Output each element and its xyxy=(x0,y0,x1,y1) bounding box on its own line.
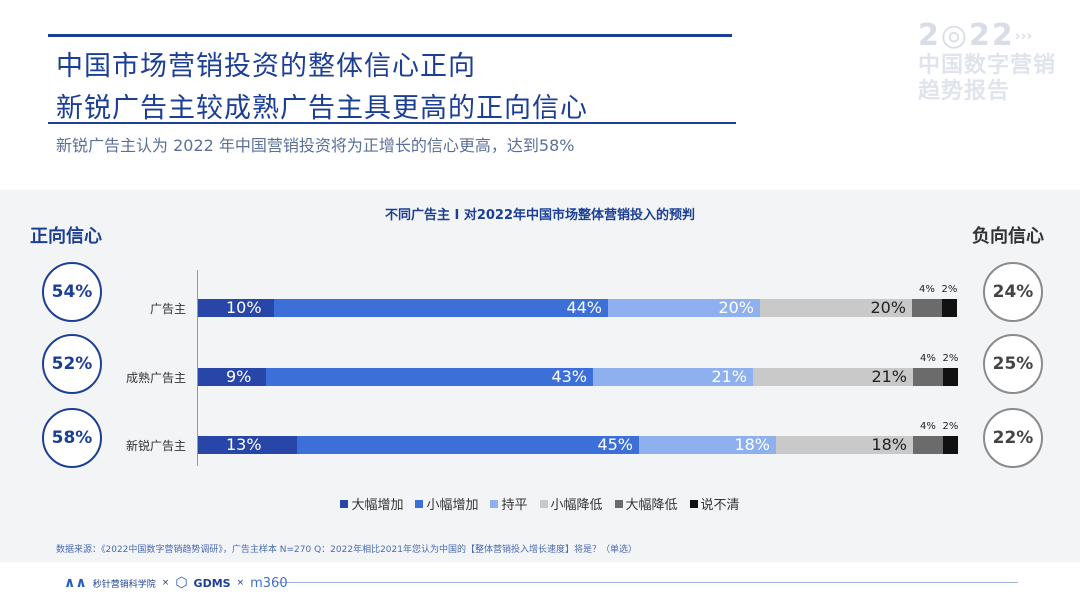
data-label: 21% xyxy=(711,367,747,386)
title-rule xyxy=(48,122,736,124)
legend-item: 小幅降低 xyxy=(539,494,603,513)
logo-m360-text: m360 xyxy=(250,575,288,591)
legend-item: 小幅增加 xyxy=(415,494,478,513)
data-label-small: 2% xyxy=(941,284,958,295)
logo-separator-1: × xyxy=(161,578,170,588)
legend-label: 持平 xyxy=(501,498,528,513)
negative-confidence-circle: 25% xyxy=(983,334,1043,394)
data-label: 20% xyxy=(870,298,906,317)
brand-line-1: 中国数字营销 xyxy=(917,53,1056,78)
brand-line-2: 趋势报告 xyxy=(917,79,1010,104)
data-source-note: 数据来源：《2022中国数字营销趋势调研》，广告主样本 N=270 Q：2022… xyxy=(56,545,637,555)
data-label: 20% xyxy=(718,298,754,317)
bar-row: 10% 44% 20% 20% xyxy=(198,299,958,317)
page-subtitle: 新锐广告主认为 2022 年中国营销投资将为正增长的信心更高，达到58% xyxy=(56,136,575,155)
legend-swatch xyxy=(689,499,698,508)
legend-item: 大幅降低 xyxy=(614,494,678,513)
data-label-small: 2% xyxy=(942,421,959,432)
data-label: 18% xyxy=(871,435,907,454)
bar-segment: 9% xyxy=(198,368,266,386)
legend-swatch xyxy=(415,499,424,508)
gdms-logo-icon: ⬡ xyxy=(175,575,188,591)
bar-row: 9% 43% 21% 21% xyxy=(198,368,958,386)
data-label: 13% xyxy=(226,435,262,454)
chart-axis-line xyxy=(197,270,198,466)
legend-label: 大幅降低 xyxy=(625,498,678,513)
brand-arrows-icon: ››› xyxy=(1014,28,1033,45)
negative-confidence-circle: 22% xyxy=(983,408,1043,468)
bar-segment: 21% xyxy=(593,368,753,386)
top-rule xyxy=(48,34,732,37)
chart-title: 不同广告主 I 对2022年中国市场整体营销投入的预判 xyxy=(384,208,696,223)
legend-item: 说不清 xyxy=(689,494,740,513)
legend-swatch xyxy=(340,499,349,508)
negative-confidence-title: 负向信心 xyxy=(972,226,1044,247)
positive-confidence-title: 正向信心 xyxy=(30,226,102,247)
bar-segment: 20% xyxy=(608,299,760,317)
bar-row: 13% 45% 18% 18% xyxy=(198,436,958,454)
positive-confidence-circle: 52% xyxy=(42,334,102,394)
logo-separator-2: × xyxy=(236,578,245,588)
positive-confidence-circle: 54% xyxy=(42,262,102,322)
bar-segment: 18% xyxy=(639,436,776,454)
page-title-line-1: 中国市场营销投资的整体信心正向 xyxy=(56,51,476,82)
data-label: 18% xyxy=(734,435,770,454)
footer-logos: ∧∧ 秒针营销科学院 × ⬡ GDMS × m360 xyxy=(64,575,288,591)
legend-label: 小幅增加 xyxy=(426,498,479,513)
data-label: 10% xyxy=(226,298,262,317)
positive-confidence-circle: 58% xyxy=(42,408,102,468)
page-title-line-2: 新锐广告主较成熟广告主具更高的正向信心 xyxy=(56,93,588,124)
bar-segment: 45% xyxy=(297,436,639,454)
legend-label: 小幅降低 xyxy=(550,498,603,513)
category-label: 新锐广告主 xyxy=(125,439,186,453)
legend-swatch xyxy=(614,499,623,508)
legend-label: 大幅增加 xyxy=(351,498,404,513)
data-label-small: 2% xyxy=(942,353,959,364)
bar-segment xyxy=(913,368,943,386)
legend-swatch xyxy=(539,499,548,508)
legend-item: 持平 xyxy=(490,494,528,513)
bar-segment xyxy=(943,368,958,386)
bar-segment xyxy=(943,436,958,454)
footer-rule xyxy=(278,582,1018,583)
brand-target-icon: ◎ xyxy=(940,18,970,53)
brand-year: 2◎22››› xyxy=(917,18,1033,53)
data-label-small: 4% xyxy=(920,353,936,364)
bar-segment xyxy=(912,299,942,317)
category-label: 成熟广告主 xyxy=(125,371,186,385)
logo-miaozhen-text: 秒针营销科学院 xyxy=(92,579,156,590)
negative-confidence-circle: 24% xyxy=(983,262,1043,322)
data-label: 21% xyxy=(871,367,907,386)
legend-label: 说不清 xyxy=(700,498,740,513)
chart-legend: 大幅增加 小幅增加 持平 小幅降低 大幅降低 说不清 xyxy=(0,494,1080,513)
data-label: 9% xyxy=(226,367,252,386)
category-label: 广告主 xyxy=(149,302,186,316)
report-brand-watermark: 2◎22››› 中国数字营销 趋势报告 xyxy=(918,18,1056,105)
bar-segment: 21% xyxy=(753,368,913,386)
legend-item: 大幅增加 xyxy=(340,494,403,513)
data-label: 43% xyxy=(551,367,587,386)
data-label-small: 4% xyxy=(920,421,936,432)
bar-segment: 10% xyxy=(198,299,274,317)
data-label-small: 4% xyxy=(919,284,935,295)
bar-segment xyxy=(913,436,943,454)
bar-segment xyxy=(942,299,957,317)
bar-segment: 13% xyxy=(198,436,297,454)
bar-segment: 43% xyxy=(266,368,593,386)
legend-swatch xyxy=(490,499,499,508)
logo-gdms-text: GDMS xyxy=(193,576,231,590)
bar-segment: 18% xyxy=(776,436,913,454)
bar-segment: 44% xyxy=(274,299,608,317)
data-label: 45% xyxy=(597,435,633,454)
miaozhen-logo-icon: ∧∧ xyxy=(64,575,87,591)
bar-segment: 20% xyxy=(760,299,912,317)
data-label: 44% xyxy=(566,298,602,317)
